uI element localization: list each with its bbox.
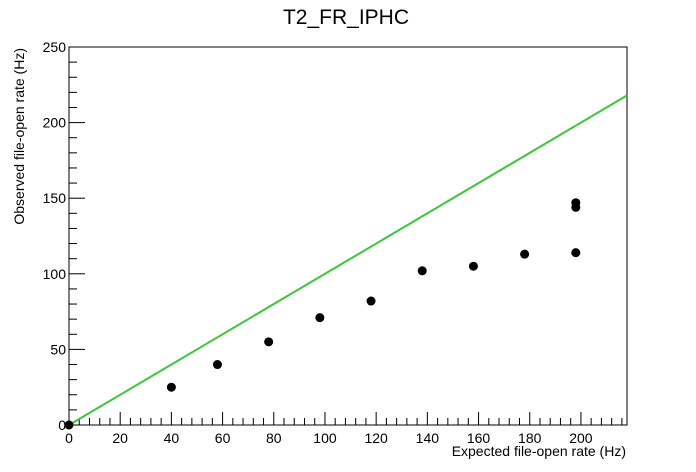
data-point (571, 198, 581, 208)
x-tick-label: 140 (416, 430, 440, 446)
y-axis-ticks: 0 50 100 150 200 250 (43, 39, 85, 433)
y-tick-label: 50 (50, 341, 66, 357)
data-point (417, 266, 427, 276)
x-tick-label: 200 (569, 430, 593, 446)
y-tick-label: 0 (58, 417, 66, 433)
series-layer (64, 94, 628, 430)
data-point (315, 313, 325, 323)
y-tick-label: 150 (43, 190, 67, 206)
data-point (571, 248, 581, 258)
y-tick-label: 100 (43, 266, 67, 282)
x-tick-label: 120 (364, 430, 388, 446)
x-tick-label: 160 (467, 430, 491, 446)
data-point (64, 420, 74, 430)
data-point (264, 337, 274, 347)
x-axis-ticks: 0 20 40 60 80 100 120 140 160 180 200 (65, 412, 623, 446)
chart-title: T2_FR_IPHC (283, 6, 409, 29)
data-point (468, 261, 478, 271)
data-point (520, 249, 530, 259)
x-tick-label: 100 (313, 430, 337, 446)
x-tick-label: 40 (164, 430, 180, 446)
y-axis-title: Observed file-open rate (Hz) (11, 48, 27, 225)
plot-frame (68, 46, 628, 426)
reference-line (68, 94, 628, 426)
data-point (166, 382, 176, 392)
x-tick-label: 60 (215, 430, 231, 446)
x-tick-label: 180 (518, 430, 542, 446)
x-axis-title: Expected file-open rate (Hz) (452, 443, 626, 459)
x-tick-label: 80 (266, 430, 282, 446)
data-point (212, 360, 222, 370)
x-tick-label: 20 (112, 430, 128, 446)
x-tick-label: 0 (65, 430, 73, 446)
data-point (366, 296, 376, 306)
y-tick-label: 200 (43, 115, 67, 131)
y-tick-label: 250 (43, 39, 67, 55)
